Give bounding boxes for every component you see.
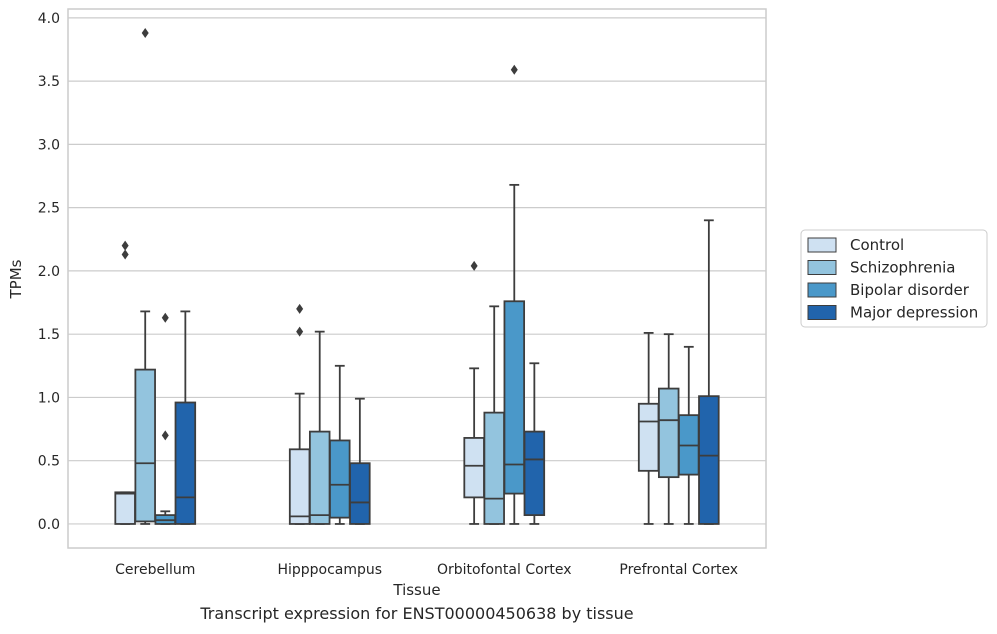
outlier-point <box>121 249 129 260</box>
box-body <box>288 448 311 525</box>
box <box>463 260 485 525</box>
y-axis-label: TPMs <box>7 259 25 299</box>
x-tick-label: Cerebellum <box>115 562 195 578</box>
box <box>154 312 177 525</box>
box-body <box>134 368 156 523</box>
legend-swatch <box>807 237 837 253</box>
y-tick-label: 3.5 <box>38 74 60 90</box>
legend-swatch <box>807 305 837 320</box>
box <box>483 305 505 525</box>
box-body <box>114 491 136 525</box>
legend-label: Schizophrenia <box>850 259 955 277</box>
box-body <box>329 439 351 519</box>
outlier-point <box>296 326 304 337</box>
outlier-point <box>161 312 169 323</box>
box-body <box>483 411 505 525</box>
x-tick-label: Prefrontal Cortex <box>619 562 738 578</box>
y-tick-label: 1.0 <box>38 390 60 406</box>
legend-frame <box>800 229 988 328</box>
outlier-point <box>510 64 518 75</box>
legend-label: Bipolar disorder <box>850 281 970 299</box>
x-tick-label: Orbitofontal Cortex <box>437 562 572 578</box>
box-body <box>637 402 660 472</box>
outlier-point <box>121 240 129 251</box>
outlier-point <box>470 260 478 271</box>
x-tick-label: Hipppocampus <box>277 562 382 578</box>
box-body <box>349 462 371 525</box>
y-tick-labels: 0.0 0.5 1.0 1.5 2.0 2.5 3.0 3.5 4.0 <box>38 11 60 533</box>
box <box>503 64 526 525</box>
chart-caption: Transcript expression for ENST0000045063… <box>200 604 634 623</box>
box-body <box>174 401 197 525</box>
x-tick-labels: Cerebellum Hipppocampus Orbitofontal Corte… <box>115 562 738 578</box>
box-body <box>657 387 680 479</box>
box <box>698 219 720 525</box>
box <box>657 333 680 525</box>
x-axis-label: Tissue <box>392 581 440 599</box>
y-tick-label: 4.0 <box>38 11 60 27</box>
box <box>637 332 660 525</box>
box <box>288 303 311 525</box>
y-tick-label: 3.0 <box>38 137 60 153</box>
box <box>174 310 197 525</box>
box-groups <box>114 28 720 525</box>
box <box>134 28 156 525</box>
y-tick-label: 1.5 <box>38 327 60 343</box>
legend-label: Control <box>850 236 904 254</box>
box <box>329 364 351 525</box>
box-body <box>698 395 720 525</box>
outlier-point <box>141 28 149 39</box>
y-tick-label: 0.0 <box>38 517 60 533</box>
box <box>523 362 546 525</box>
box-body <box>463 437 485 499</box>
legend-swatch <box>807 260 837 275</box>
box-body <box>523 430 546 517</box>
plot-frame <box>67 8 767 549</box>
legend-label: Major depression <box>850 304 978 322</box>
box <box>308 330 331 525</box>
outlier-point <box>296 303 304 314</box>
box <box>114 240 136 525</box>
y-tick-label: 0.5 <box>38 454 60 470</box>
legend-swatch <box>807 282 837 298</box>
y-tick-label: 2.5 <box>38 201 60 217</box>
box <box>349 397 371 525</box>
box-body <box>308 430 331 525</box>
y-tick-label: 2.0 <box>38 264 60 280</box>
legend: Control Schizophrenia Bipolar disorder Majo… <box>800 229 988 328</box>
outlier-point <box>161 430 169 441</box>
box <box>678 345 700 525</box>
box-body <box>503 300 526 495</box>
